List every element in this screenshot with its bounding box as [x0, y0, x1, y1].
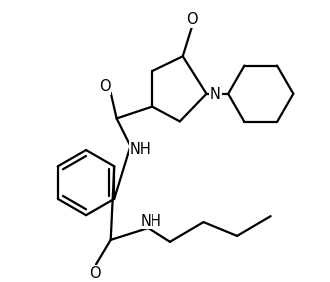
Text: H: H	[150, 213, 161, 229]
Text: O: O	[89, 266, 101, 281]
Text: NH: NH	[129, 142, 151, 157]
Text: O: O	[186, 12, 197, 27]
Text: N: N	[141, 213, 152, 229]
Text: O: O	[99, 79, 111, 94]
Text: N: N	[210, 87, 221, 102]
